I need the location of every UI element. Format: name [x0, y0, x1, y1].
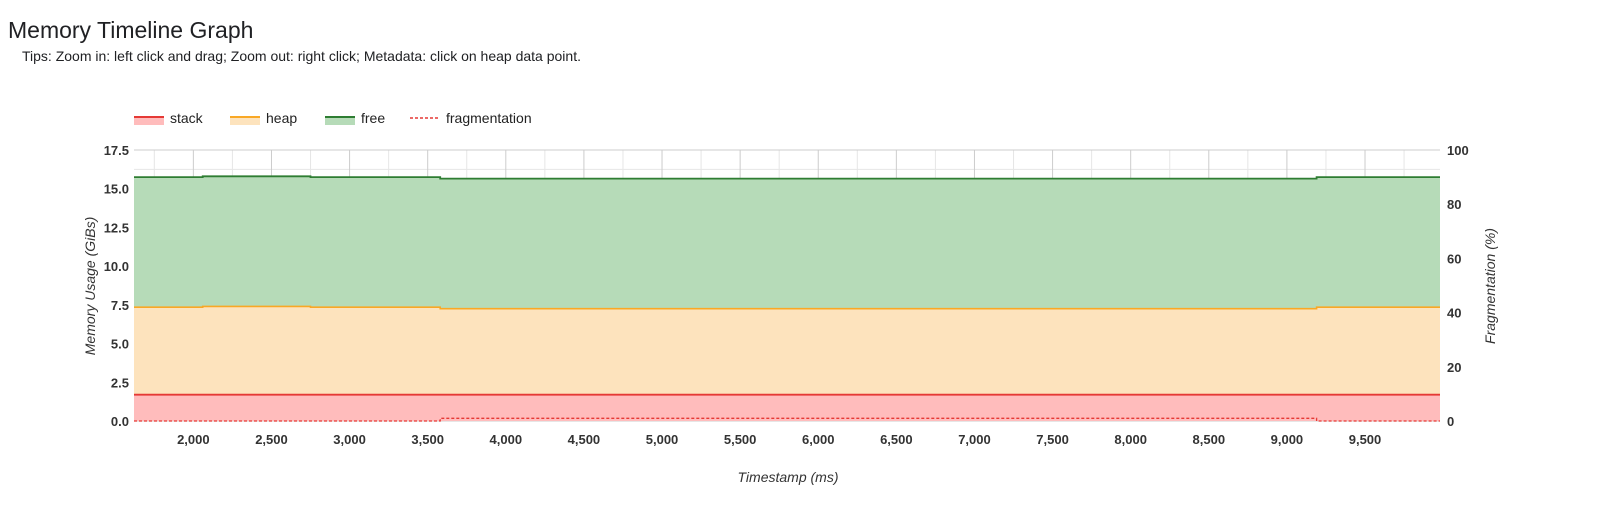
- x-tick-label: 9,000: [1271, 432, 1304, 447]
- y2-tick-label: 40: [1447, 306, 1461, 321]
- free-line[interactable]: [134, 175, 1440, 180]
- legend-label-fragmentation[interactable]: fragmentation: [446, 110, 532, 126]
- y-tick-label: 7.5: [111, 298, 129, 313]
- legend-swatch-heap[interactable]: [230, 117, 260, 125]
- x-tick-label: 5,500: [724, 432, 757, 447]
- y-tick-label: 0.0: [111, 414, 129, 429]
- y2-axis-title: Fragmentation (%): [1482, 228, 1498, 344]
- stack-area[interactable]: [134, 394, 1440, 421]
- y2-tick-label: 20: [1447, 360, 1461, 375]
- y-tick-label: 17.5: [104, 143, 129, 158]
- x-tick-label: 8,000: [1114, 432, 1147, 447]
- heap-line[interactable]: [134, 305, 1440, 310]
- legend: stack heap free fragmentation: [134, 110, 532, 126]
- series-areas: [134, 176, 1440, 421]
- y-tick-label: 15.0: [104, 182, 129, 197]
- y-axis-title: Memory Usage (GiBs): [82, 217, 98, 355]
- y-tick-label: 12.5: [104, 220, 129, 235]
- y2-tick-label: 80: [1447, 197, 1461, 212]
- x-tick-label: 7,000: [958, 432, 991, 447]
- x-tick-label: 6,500: [880, 432, 913, 447]
- y-tick-label: 5.0: [111, 337, 129, 352]
- legend-label-heap[interactable]: heap: [266, 110, 297, 126]
- x-tick-label: 3,000: [333, 432, 366, 447]
- y-tick-label: 2.5: [111, 375, 129, 390]
- legend-swatch-free[interactable]: [325, 117, 355, 125]
- x-tick-label: 3,500: [411, 432, 444, 447]
- y2-tick-label: 0: [1447, 414, 1454, 429]
- series-lines: [134, 175, 1440, 422]
- legend-label-free[interactable]: free: [361, 110, 385, 126]
- x-tick-label: 2,000: [177, 432, 210, 447]
- x-axis-title: Timestamp (ms): [738, 469, 839, 485]
- x-tick-label: 4,500: [568, 432, 601, 447]
- legend-swatch-stack[interactable]: [134, 117, 164, 125]
- x-tick-label: 5,000: [646, 432, 679, 447]
- x-tick-label: 4,000: [490, 432, 523, 447]
- y-tick-label: 10.0: [104, 259, 129, 274]
- axes: 2,000 2,500 3,000 3,500 4,000 4,500 5,000 5,500…: [104, 143, 1469, 447]
- y2-tick-label: 60: [1447, 251, 1461, 266]
- y2-tick-label: 100: [1447, 143, 1469, 158]
- fragmentation-line[interactable]: [134, 417, 1440, 422]
- page-title: Memory Timeline Graph: [8, 17, 254, 43]
- tips-text: Tips: Zoom in: left click and drag; Zoom…: [22, 48, 581, 64]
- x-tick-label: 7,500: [1036, 432, 1069, 447]
- legend-label-stack[interactable]: stack: [170, 110, 204, 126]
- x-tick-label: 6,000: [802, 432, 835, 447]
- x-tick-label: 2,500: [255, 432, 288, 447]
- heap-area[interactable]: [134, 306, 1440, 421]
- x-tick-label: 8,500: [1193, 432, 1226, 447]
- x-tick-label: 9,500: [1349, 432, 1382, 447]
